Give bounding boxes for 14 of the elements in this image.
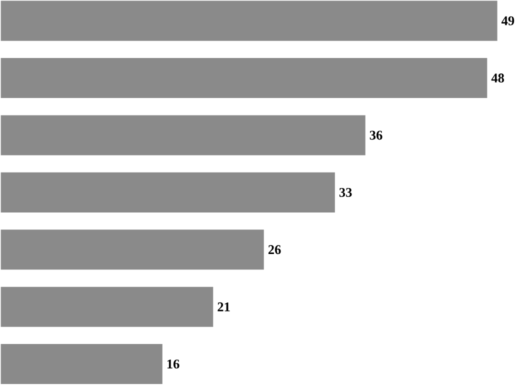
data-label: 26	[268, 245, 281, 254]
data-label: 48	[491, 74, 504, 83]
bar	[0, 343, 164, 385]
data-label: 33	[339, 188, 352, 197]
data-label: 21	[218, 302, 230, 312]
bar	[0, 228, 265, 271]
bar	[0, 172, 336, 214]
data-label: 49	[501, 16, 514, 26]
data-label: 16	[167, 360, 180, 369]
bar	[0, 0, 498, 42]
bar	[0, 114, 366, 156]
bar	[0, 57, 488, 99]
bar	[0, 286, 214, 328]
data-label: 36	[370, 130, 382, 140]
